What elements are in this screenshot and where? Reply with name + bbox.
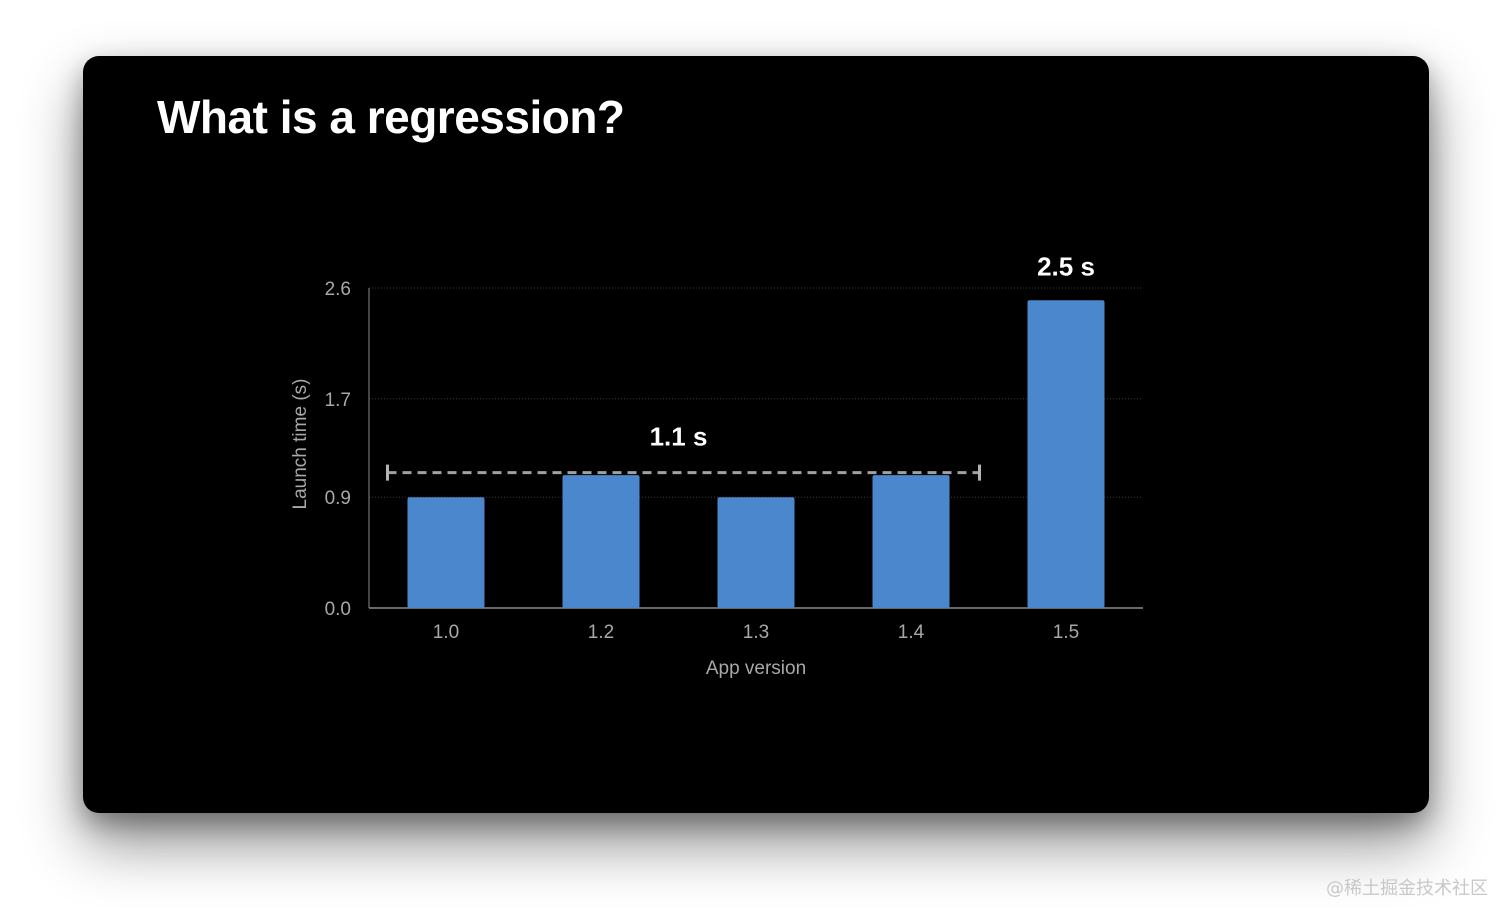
y-tick-label: 1.7 (325, 390, 351, 411)
slide: What is a regression? 0.0 0.9 1.7 2.6 1.0 1.2… (83, 56, 1429, 813)
x-tick-label: 1.0 (433, 622, 459, 643)
bar-value-label: 2.5 s (1037, 251, 1095, 281)
y-tick-label: 0.9 (325, 488, 351, 509)
slide-title: What is a regression? (157, 91, 625, 143)
bar-1-0 (407, 497, 485, 608)
bar-1-2 (562, 475, 640, 608)
mean-line-label: 1.1 s (650, 422, 708, 452)
y-axis-title: Launch time (s) (290, 379, 311, 510)
x-axis-title: App version (706, 658, 806, 679)
bar-1-4 (872, 475, 950, 608)
y-tick-label: 0.0 (325, 599, 351, 620)
bar-1-3 (717, 497, 795, 608)
y-tick-label: 2.6 (325, 279, 351, 300)
watermark: @稀土掘金技术社区 (1326, 878, 1488, 899)
x-tick-label: 1.5 (1053, 622, 1079, 643)
x-tick-label: 1.2 (588, 622, 614, 643)
x-tick-label: 1.4 (898, 622, 925, 643)
x-tick-label: 1.3 (743, 622, 769, 643)
bar-chart: 0.0 0.9 1.7 2.6 1.0 1.2 1.3 1.4 1.5 App version La… (290, 251, 1143, 679)
bar-1-5 (1027, 300, 1105, 608)
